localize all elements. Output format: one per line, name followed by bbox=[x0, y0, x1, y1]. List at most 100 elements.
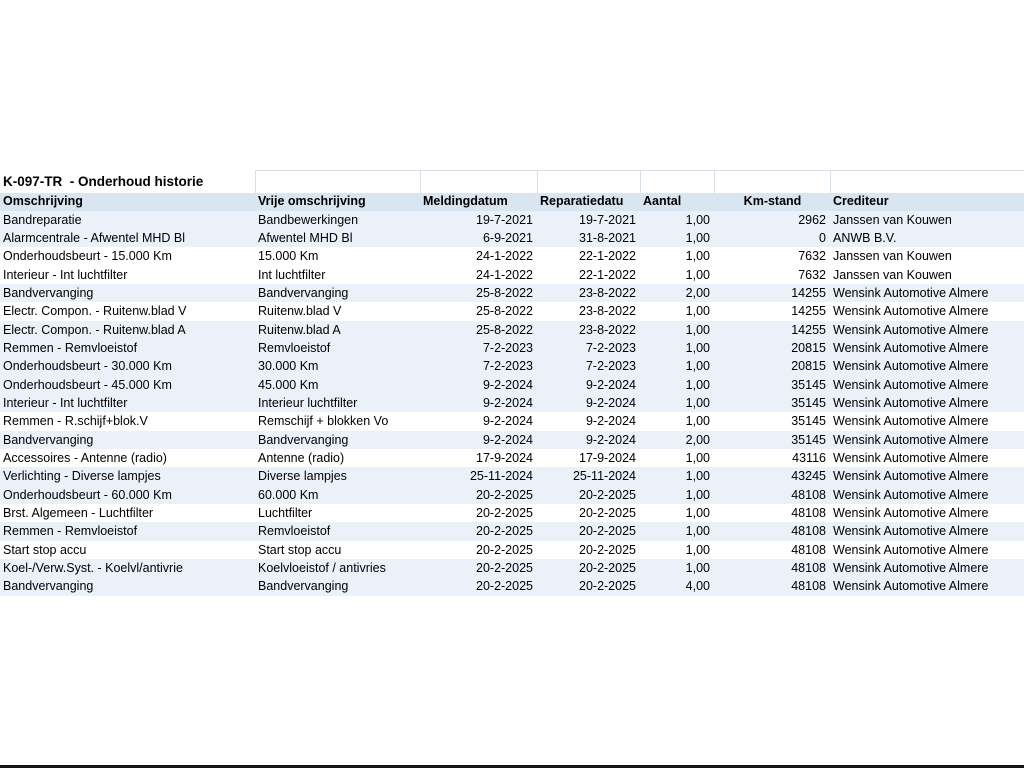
cell-melding[interactable]: 9-2-2024 bbox=[482, 414, 533, 429]
cell-vrije[interactable]: Bandvervanging bbox=[258, 579, 349, 594]
cell-reparatie[interactable]: 23-8-2022 bbox=[579, 304, 636, 319]
cell-vrije[interactable]: Ruitenw.blad V bbox=[258, 304, 342, 319]
cell-omschrijving[interactable]: Interieur - Int luchtfilter bbox=[3, 267, 128, 282]
cell-omschrijving[interactable]: Brst. Algemeen - Luchtfilter bbox=[3, 506, 154, 520]
cell-reparatie[interactable]: 25-11-2024 bbox=[572, 469, 636, 484]
cell-aantal[interactable]: 1,00 bbox=[685, 230, 710, 245]
cell-melding[interactable]: 20-2-2025 bbox=[476, 579, 533, 594]
cell-reparatie[interactable]: 23-8-2022 bbox=[579, 285, 636, 300]
cell-crediteur[interactable]: Janssen van Kouwen bbox=[833, 267, 952, 282]
cell-vrije[interactable]: Bandbewerkingen bbox=[258, 212, 359, 227]
cell-omschrijving[interactable]: Alarmcentrale - Afwentel MHD Bl bbox=[3, 230, 186, 245]
cell-melding[interactable]: 25-8-2022 bbox=[476, 285, 533, 300]
cell-aantal[interactable]: 1,00 bbox=[685, 267, 710, 282]
cell-crediteur[interactable]: Wensink Automotive Almere bbox=[833, 579, 989, 594]
cell-melding[interactable]: 20-2-2025 bbox=[476, 542, 533, 557]
cell-melding[interactable]: 9-2-2024 bbox=[482, 395, 533, 410]
cell-aantal[interactable]: 2,00 bbox=[685, 432, 710, 447]
cell-km[interactable]: 43116 bbox=[792, 450, 826, 465]
cell-melding[interactable]: 19-7-2021 bbox=[476, 212, 533, 227]
cell-reparatie[interactable]: 19-7-2021 bbox=[579, 212, 636, 227]
header-cell-reparatie[interactable]: Reparatiedatu bbox=[540, 194, 624, 208]
cell-melding[interactable]: 20-2-2025 bbox=[476, 506, 533, 520]
cell-km[interactable]: 48108 bbox=[791, 579, 826, 594]
cell-aantal[interactable]: 1,00 bbox=[685, 322, 710, 337]
cell-aantal[interactable]: 1,00 bbox=[685, 469, 710, 484]
cell-omschrijving[interactable]: Accessoires - Antenne (radio) bbox=[3, 450, 167, 465]
cell-omschrijving[interactable]: Start stop accu bbox=[3, 542, 87, 557]
cell-omschrijving[interactable]: Bandvervanging bbox=[3, 285, 94, 300]
cell-vrije[interactable]: 60.000 Km bbox=[258, 487, 319, 502]
cell-vrije[interactable]: Remschijf + blokken Vo bbox=[258, 414, 389, 429]
cell-omschrijving[interactable]: Onderhoudsbeurt - 15.000 Km bbox=[3, 249, 172, 264]
cell-crediteur[interactable]: Wensink Automotive Almere bbox=[833, 524, 989, 539]
cell-aantal[interactable]: 1,00 bbox=[685, 249, 710, 264]
cell-melding[interactable]: 25-11-2024 bbox=[469, 469, 533, 484]
cell-reparatie[interactable]: 9-2-2024 bbox=[585, 395, 636, 410]
cell-crediteur[interactable]: Wensink Automotive Almere bbox=[833, 561, 989, 576]
cell-aantal[interactable]: 1,00 bbox=[685, 524, 710, 539]
cell-melding[interactable]: 24-1-2022 bbox=[476, 267, 533, 282]
cell-melding[interactable]: 6-9-2021 bbox=[482, 230, 533, 245]
cell-crediteur[interactable]: Janssen van Kouwen bbox=[833, 249, 952, 264]
cell-km[interactable]: 14255 bbox=[791, 285, 826, 300]
cell-omschrijving[interactable]: Electr. Compon. - Ruitenw.blad A bbox=[3, 322, 186, 337]
cell-km[interactable]: 48108 bbox=[791, 542, 826, 557]
header-cell-aantal[interactable]: Aantal bbox=[643, 194, 682, 208]
cell-crediteur[interactable]: Wensink Automotive Almere bbox=[833, 487, 989, 502]
cell-reparatie[interactable]: 22-1-2022 bbox=[579, 267, 636, 282]
cell-omschrijving[interactable]: Koel-/Verw.Syst. - Koelvl/antivrie bbox=[3, 561, 183, 576]
cell-aantal[interactable]: 1,00 bbox=[685, 450, 710, 465]
cell-aantal[interactable]: 1,00 bbox=[685, 395, 710, 410]
cell-reparatie[interactable]: 9-2-2024 bbox=[585, 432, 636, 447]
cell-vrije[interactable]: Int luchtfilter bbox=[258, 267, 326, 282]
cell-reparatie[interactable]: 20-2-2025 bbox=[579, 561, 636, 576]
cell-km[interactable]: 20815 bbox=[791, 359, 826, 374]
cell-crediteur[interactable]: ANWB B.V. bbox=[833, 230, 897, 245]
header-cell-omschrijving[interactable]: Omschrijving bbox=[3, 194, 83, 208]
cell-omschrijving[interactable]: Remmen - R.schijf+blok.V bbox=[3, 414, 148, 429]
cell-crediteur[interactable]: Wensink Automotive Almere bbox=[833, 469, 989, 484]
cell-km[interactable]: 20815 bbox=[791, 340, 826, 355]
cell-reparatie[interactable]: 31-8-2021 bbox=[579, 230, 636, 245]
cell-vrije[interactable]: Interieur luchtfilter bbox=[258, 395, 358, 410]
cell-reparatie[interactable]: 20-2-2025 bbox=[579, 524, 636, 539]
cell-vrije[interactable]: Start stop accu bbox=[258, 542, 342, 557]
cell-crediteur[interactable]: Wensink Automotive Almere bbox=[833, 414, 989, 429]
cell-crediteur[interactable]: Wensink Automotive Almere bbox=[833, 359, 989, 374]
cell-aantal[interactable]: 1,00 bbox=[685, 304, 710, 319]
cell-vrije[interactable]: Ruitenw.blad A bbox=[258, 322, 341, 337]
cell-melding[interactable]: 24-1-2022 bbox=[476, 249, 533, 264]
cell-reparatie[interactable]: 7-2-2023 bbox=[585, 340, 636, 355]
cell-crediteur[interactable]: Wensink Automotive Almere bbox=[833, 285, 989, 300]
cell-crediteur[interactable]: Wensink Automotive Almere bbox=[833, 450, 989, 465]
cell-reparatie[interactable]: 20-2-2025 bbox=[579, 579, 636, 594]
cell-omschrijving[interactable]: Onderhoudsbeurt - 30.000 Km bbox=[3, 359, 172, 374]
cell-crediteur[interactable]: Wensink Automotive Almere bbox=[833, 304, 989, 319]
cell-aantal[interactable]: 1,00 bbox=[685, 542, 710, 557]
header-cell-crediteur[interactable]: Crediteur bbox=[833, 194, 889, 208]
cell-omschrijving[interactable]: Onderhoudsbeurt - 60.000 Km bbox=[3, 487, 172, 502]
cell-reparatie[interactable]: 9-2-2024 bbox=[585, 377, 636, 392]
cell-reparatie[interactable]: 20-2-2025 bbox=[579, 542, 636, 557]
cell-vrije[interactable]: Afwentel MHD Bl bbox=[258, 230, 353, 245]
cell-km[interactable]: 48108 bbox=[791, 524, 826, 539]
cell-melding[interactable]: 9-2-2024 bbox=[482, 432, 533, 447]
header-cell-melding[interactable]: Meldingdatum bbox=[423, 194, 508, 208]
cell-vrije[interactable]: Remvloeistof bbox=[258, 340, 331, 355]
cell-aantal[interactable]: 2,00 bbox=[685, 285, 710, 300]
cell-km[interactable]: 43245 bbox=[791, 469, 826, 484]
cell-melding[interactable]: 17-9-2024 bbox=[476, 450, 533, 465]
cell-aantal[interactable]: 1,00 bbox=[685, 506, 710, 520]
cell-vrije[interactable]: Luchtfilter bbox=[258, 506, 313, 520]
cell-km[interactable]: 14255 bbox=[791, 304, 826, 319]
cell-km[interactable]: 48108 bbox=[791, 561, 826, 576]
cell-km[interactable]: 35145 bbox=[791, 414, 826, 429]
cell-vrije[interactable]: Bandvervanging bbox=[258, 432, 349, 447]
cell-km[interactable]: 35145 bbox=[791, 395, 826, 410]
cell-crediteur[interactable]: Wensink Automotive Almere bbox=[833, 340, 989, 355]
cell-km[interactable]: 7632 bbox=[798, 267, 826, 282]
cell-crediteur[interactable]: Wensink Automotive Almere bbox=[833, 432, 989, 447]
cell-km[interactable]: 48108 bbox=[791, 487, 826, 502]
cell-omschrijving[interactable]: Verlichting - Diverse lampjes bbox=[3, 469, 161, 484]
